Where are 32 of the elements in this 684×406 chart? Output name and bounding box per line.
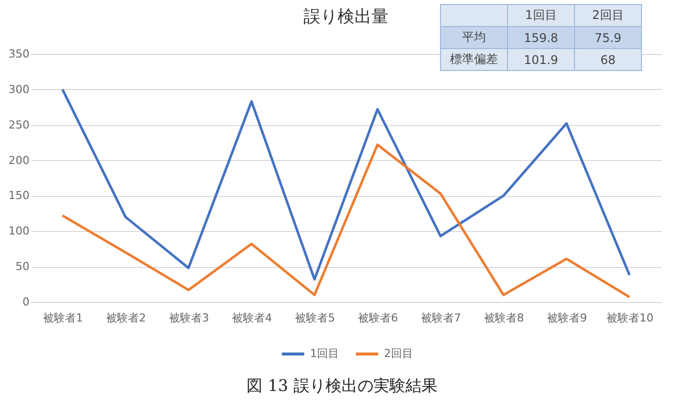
annotation: 標準偏差 — [440, 48, 508, 70]
x-tick-label: 被験者9 — [547, 312, 587, 324]
text: 1回目 — [508, 4, 574, 26]
legend-label: 2回目 — [384, 347, 413, 360]
x-tick-label: 被験者10 — [606, 312, 654, 324]
x-tick-label: 被験者4 — [232, 312, 272, 324]
y-tick-label: 350 — [8, 48, 30, 60]
x-tick-label: 被験者7 — [421, 312, 461, 324]
line-series — [61, 88, 631, 281]
x-tick-label: 被験者8 — [484, 312, 524, 324]
annotation: 101.9 — [508, 48, 574, 70]
line-series — [61, 143, 631, 298]
x-tick-label: 被験者1 — [43, 312, 83, 324]
x-tick-label: 被験者2 — [106, 312, 146, 324]
x-tick-label: 被験者6 — [358, 312, 398, 324]
y-tick-label: 300 — [8, 82, 30, 96]
x-tick-label: 被験者3 — [169, 312, 209, 324]
text: 2回目 — [574, 4, 642, 26]
annotation: 68 — [574, 48, 642, 70]
x-tick-label: 被験者5 — [295, 312, 335, 324]
chart-title: 誤り検出量 — [304, 7, 388, 27]
text: 159.8 — [508, 26, 574, 48]
y-tick-label: 150 — [8, 189, 30, 202]
y-tick-label: 250 — [8, 118, 30, 132]
legend-label: 1回目 — [310, 347, 339, 360]
y-tick-label: 50 — [16, 260, 30, 274]
y-tick-label: 200 — [8, 154, 30, 167]
text: 75.9 — [574, 26, 642, 48]
y-tick-label: 100 — [8, 224, 30, 238]
text: 平均 — [440, 26, 508, 48]
caption: 図 13 誤り検出の実験結果 — [246, 376, 438, 397]
y-tick-label: 0 — [22, 296, 30, 308]
